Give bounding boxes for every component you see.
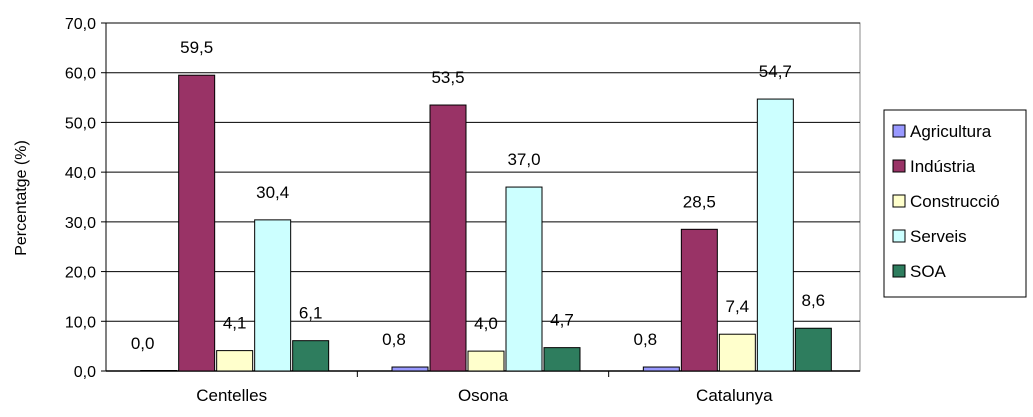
legend-label: SOA — [910, 262, 947, 281]
data-label: 37,0 — [507, 150, 540, 169]
legend-label: Serveis — [910, 227, 967, 246]
y-tick-label: 10,0 — [65, 314, 96, 331]
data-label: 30,4 — [256, 183, 289, 202]
gridlines — [105, 22, 861, 372]
bar-construcció — [216, 350, 254, 372]
bar-construcció — [718, 333, 756, 372]
data-label: 28,5 — [683, 192, 716, 211]
legend-swatch — [892, 159, 906, 173]
data-labels: 0,0 59,5 4,1 30,4 6,1 0,8 53,5 4,0 37,0 4,7 0,8 28,… — [131, 38, 825, 353]
bar-agricultura — [391, 366, 429, 372]
y-tick-label: 0,0 — [74, 364, 96, 381]
data-label: 4,7 — [550, 311, 574, 330]
legend-swatch — [892, 124, 906, 138]
data-label: 4,0 — [474, 314, 498, 333]
data-label: 8,6 — [802, 291, 826, 310]
bar-soa — [794, 327, 832, 372]
data-label: 7,4 — [726, 297, 750, 316]
plot-area — [105, 22, 861, 372]
bar-agricultura — [642, 366, 680, 372]
y-tick-label: 70,0 — [65, 16, 96, 33]
data-label: 54,7 — [759, 62, 792, 81]
bar-indústria — [680, 228, 718, 372]
data-label: 0,8 — [382, 330, 406, 349]
legend-box — [883, 109, 1027, 298]
data-label: 53,5 — [431, 68, 464, 87]
bar-indústria — [429, 104, 467, 372]
legend-label: Construcció — [910, 192, 1000, 211]
x-tick-label: Osona — [458, 386, 509, 405]
bar-serveis — [505, 186, 543, 372]
legend-label: Indústria — [910, 157, 976, 176]
data-label: 0,0 — [131, 334, 155, 353]
bar-soa — [543, 347, 581, 372]
data-label: 4,1 — [223, 314, 247, 333]
y-tick-label: 40,0 — [65, 165, 96, 182]
y-tick-label: 20,0 — [65, 265, 96, 282]
x-tick-label: Catalunya — [696, 386, 773, 405]
y-tick-label: 60,0 — [65, 66, 96, 83]
legend-swatch — [892, 264, 906, 278]
legend-swatch — [892, 194, 906, 208]
bars — [140, 74, 832, 372]
x-tick-label: Centelles — [196, 386, 267, 405]
axes: 0,0 10,0 20,0 30,0 40,0 50,0 60,0 70,0 Centelles… — [65, 16, 860, 405]
bar-indústria — [178, 74, 216, 372]
y-tick-label: 30,0 — [65, 215, 96, 232]
y-tick-label: 50,0 — [65, 115, 96, 132]
bar-serveis — [756, 98, 794, 372]
legend: Agricultura Indústria Construcció Serveis SO… — [883, 109, 1027, 298]
data-label: 6,1 — [299, 304, 323, 323]
bar-soa — [292, 340, 330, 372]
data-label: 0,8 — [634, 330, 658, 349]
legend-label: Agricultura — [910, 122, 992, 141]
data-label: 59,5 — [180, 38, 213, 57]
legend-swatch — [892, 229, 906, 243]
bar-serveis — [254, 219, 292, 372]
bar-agricultura — [140, 370, 178, 372]
bar-construcció — [467, 350, 505, 372]
y-axis-label: Percentatge (%) — [13, 140, 30, 256]
